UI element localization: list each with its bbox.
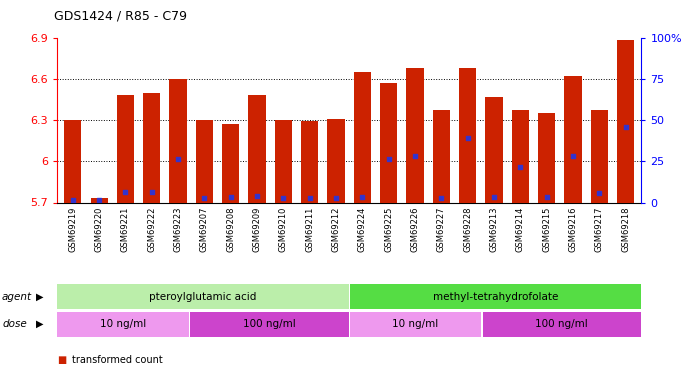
- Bar: [482, 312, 641, 337]
- Text: GSM69217: GSM69217: [595, 207, 604, 252]
- Text: methyl-tetrahydrofolate: methyl-tetrahydrofolate: [433, 292, 558, 302]
- Text: ▶: ▶: [36, 319, 43, 329]
- Point: [225, 194, 236, 200]
- Bar: [617, 40, 634, 203]
- Text: GSM69208: GSM69208: [226, 207, 235, 252]
- Point: [146, 189, 157, 195]
- Bar: [64, 120, 81, 202]
- Bar: [486, 97, 503, 202]
- Bar: [117, 95, 134, 202]
- Point: [173, 156, 184, 162]
- Text: 10 ng/ml: 10 ng/ml: [392, 319, 439, 329]
- Point: [304, 195, 315, 201]
- Bar: [222, 124, 239, 202]
- Bar: [591, 110, 608, 202]
- Bar: [350, 312, 482, 337]
- Text: GSM69226: GSM69226: [410, 207, 420, 252]
- Text: 10 ng/ml: 10 ng/ml: [100, 319, 147, 329]
- Bar: [143, 93, 161, 202]
- Text: GSM69224: GSM69224: [358, 207, 367, 252]
- Point: [93, 197, 104, 203]
- Bar: [433, 110, 450, 202]
- Text: 100 ng/ml: 100 ng/ml: [535, 319, 588, 329]
- Bar: [406, 68, 423, 203]
- Bar: [275, 120, 292, 202]
- Bar: [565, 76, 582, 202]
- Point: [436, 195, 447, 201]
- Text: GSM69221: GSM69221: [121, 207, 130, 252]
- Bar: [169, 79, 187, 203]
- Point: [120, 189, 131, 195]
- Point: [594, 190, 605, 196]
- Text: GSM69209: GSM69209: [252, 207, 261, 252]
- Bar: [248, 95, 265, 202]
- Bar: [190, 312, 348, 337]
- Point: [383, 156, 394, 162]
- Text: ■: ■: [57, 356, 66, 365]
- Text: GSM69227: GSM69227: [437, 207, 446, 252]
- Bar: [301, 122, 318, 202]
- Bar: [459, 68, 476, 203]
- Text: GSM69218: GSM69218: [621, 207, 630, 252]
- Point: [67, 197, 78, 203]
- Text: GSM69225: GSM69225: [384, 207, 393, 252]
- Text: GSM69220: GSM69220: [95, 207, 104, 252]
- Point: [488, 194, 499, 200]
- Text: GSM69212: GSM69212: [331, 207, 340, 252]
- Bar: [380, 83, 397, 203]
- Text: pteroylglutamic acid: pteroylglutamic acid: [150, 292, 257, 302]
- Text: GSM69214: GSM69214: [516, 207, 525, 252]
- Text: GSM69210: GSM69210: [279, 207, 288, 252]
- Text: GSM69211: GSM69211: [305, 207, 314, 252]
- Point: [252, 193, 263, 199]
- Point: [514, 164, 525, 170]
- Text: GSM69213: GSM69213: [490, 207, 499, 252]
- Bar: [91, 198, 108, 202]
- Bar: [196, 120, 213, 202]
- Point: [410, 153, 421, 159]
- Text: GDS1424 / R85 - C79: GDS1424 / R85 - C79: [54, 9, 187, 22]
- Text: GSM69222: GSM69222: [147, 207, 156, 252]
- Text: 100 ng/ml: 100 ng/ml: [243, 319, 296, 329]
- Point: [541, 194, 552, 200]
- Bar: [354, 72, 371, 202]
- Bar: [58, 312, 189, 337]
- Point: [462, 135, 473, 141]
- Text: GSM69216: GSM69216: [569, 207, 578, 252]
- Bar: [538, 113, 555, 202]
- Text: GSM69228: GSM69228: [463, 207, 472, 252]
- Bar: [350, 284, 641, 309]
- Point: [567, 153, 578, 159]
- Text: GSM69219: GSM69219: [68, 207, 78, 252]
- Point: [620, 124, 631, 130]
- Text: GSM69223: GSM69223: [174, 207, 182, 252]
- Text: GSM69207: GSM69207: [200, 207, 209, 252]
- Text: transformed count: transformed count: [72, 356, 163, 365]
- Point: [357, 194, 368, 200]
- Bar: [512, 110, 529, 202]
- Point: [199, 195, 210, 201]
- Text: GSM69215: GSM69215: [542, 207, 551, 252]
- Text: agent: agent: [2, 292, 32, 302]
- Bar: [58, 284, 348, 309]
- Point: [331, 195, 342, 201]
- Point: [278, 195, 289, 201]
- Text: dose: dose: [2, 319, 27, 329]
- Bar: [327, 118, 344, 202]
- Text: ▶: ▶: [36, 292, 43, 302]
